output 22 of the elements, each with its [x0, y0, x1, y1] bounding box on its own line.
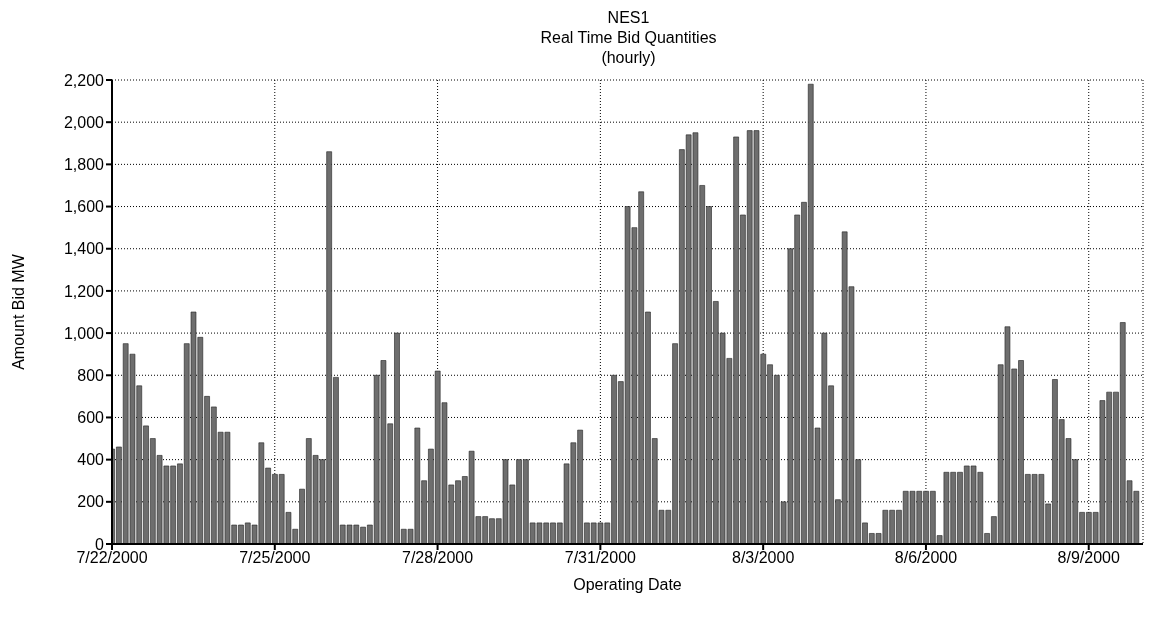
y-axis-title: Amount Bid MW	[9, 253, 27, 370]
x-tick-label: 8/3/2000	[732, 549, 795, 567]
x-tick-label: 8/6/2000	[894, 549, 958, 567]
x-tick-label: 7/25/2000	[239, 549, 311, 567]
y-tick-label: 1,600	[63, 198, 105, 216]
y-tick-label: 2,200	[63, 71, 105, 89]
x-tick-label: 8/9/2000	[1057, 549, 1120, 567]
x-tick-label: 7/28/2000	[401, 549, 474, 567]
y-tick-label: 1,200	[63, 282, 105, 300]
x-axis-title: Operating Date	[573, 576, 682, 593]
chart-title: NES1 Real Time Bid Quantities	[539, 8, 718, 48]
y-tick-label: 1,400	[63, 240, 105, 258]
y-tick-label: 600	[77, 409, 105, 427]
y-tick-label: 800	[77, 366, 105, 384]
y-tick-label: 200	[77, 493, 105, 511]
y-tick-label: 2,000	[63, 113, 105, 131]
y-tick-label: 1,000	[63, 324, 105, 342]
x-tick-label: 7/22/2000	[76, 549, 148, 567]
y-tick-label: 400	[77, 451, 105, 469]
chart-subtitle: (hourly)	[600, 48, 657, 68]
x-tick-label: 7/31/2000	[564, 549, 637, 567]
y-tick-label: 1,800	[63, 156, 105, 174]
